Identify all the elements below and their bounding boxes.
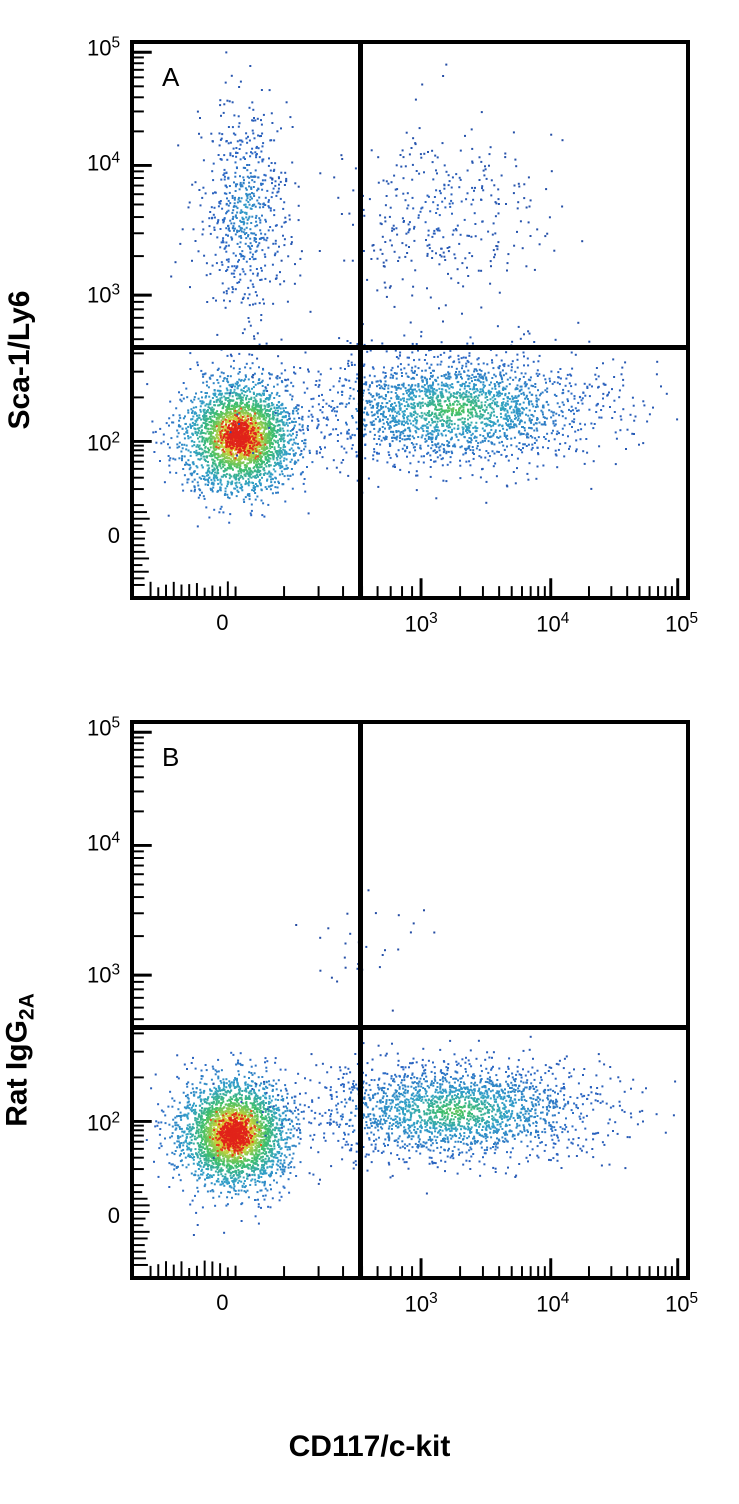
x-tick-label: 105 bbox=[665, 610, 698, 637]
x-tick-label: 0 bbox=[216, 610, 228, 636]
panel-b-plot-border: B bbox=[130, 720, 690, 1280]
panel-b-scatter bbox=[134, 724, 686, 1276]
panel-a-scatter bbox=[134, 44, 686, 596]
y-tick-label: 0 bbox=[108, 1203, 120, 1229]
y-tick-label: 105 bbox=[87, 35, 120, 62]
y-tick-label: 103 bbox=[87, 281, 120, 308]
panel-b: Rat IgG2A B 0103104105 0102103104105 bbox=[0, 700, 739, 1420]
y-tick-label: 102 bbox=[87, 1110, 120, 1137]
y-tick-label: 102 bbox=[87, 430, 120, 457]
panel-a-quadrant-horizontal bbox=[134, 345, 686, 350]
panel-b-letter: B bbox=[162, 742, 179, 773]
panel-a-quadrant-vertical bbox=[358, 44, 363, 596]
panel-a-y-label: Sca-1/Ly6 bbox=[3, 291, 37, 430]
panel-a-letter: A bbox=[162, 62, 179, 93]
panel-b-quadrant-horizontal bbox=[134, 1025, 686, 1030]
y-tick-label: 0 bbox=[108, 523, 120, 549]
panel-b-y-label: Rat IgG2A bbox=[1, 993, 40, 1127]
panel-b-plot: B 0103104105 0102103104105 bbox=[130, 720, 690, 1280]
shared-x-axis-label: CD117/c-kit bbox=[0, 1430, 739, 1464]
x-tick-label: 105 bbox=[665, 1290, 698, 1317]
panel-a-plot: A 0103104105 0102103104105 bbox=[130, 40, 690, 600]
y-tick-label: 104 bbox=[87, 830, 120, 857]
figure-container: Sca-1/Ly6 A 0103104105 0102103104105 Rat… bbox=[0, 0, 739, 1504]
x-tick-label: 0 bbox=[216, 1290, 228, 1316]
x-tick-label: 103 bbox=[405, 1290, 438, 1317]
panel-a-plot-border: A bbox=[130, 40, 690, 600]
panel-b-quadrant-vertical bbox=[358, 724, 363, 1276]
x-tick-label: 104 bbox=[536, 610, 569, 637]
x-tick-label: 104 bbox=[536, 1290, 569, 1317]
y-tick-label: 105 bbox=[87, 715, 120, 742]
y-tick-label: 104 bbox=[87, 150, 120, 177]
panel-a: Sca-1/Ly6 A 0103104105 0102103104105 bbox=[0, 20, 739, 700]
y-tick-label: 103 bbox=[87, 961, 120, 988]
x-tick-label: 103 bbox=[405, 610, 438, 637]
